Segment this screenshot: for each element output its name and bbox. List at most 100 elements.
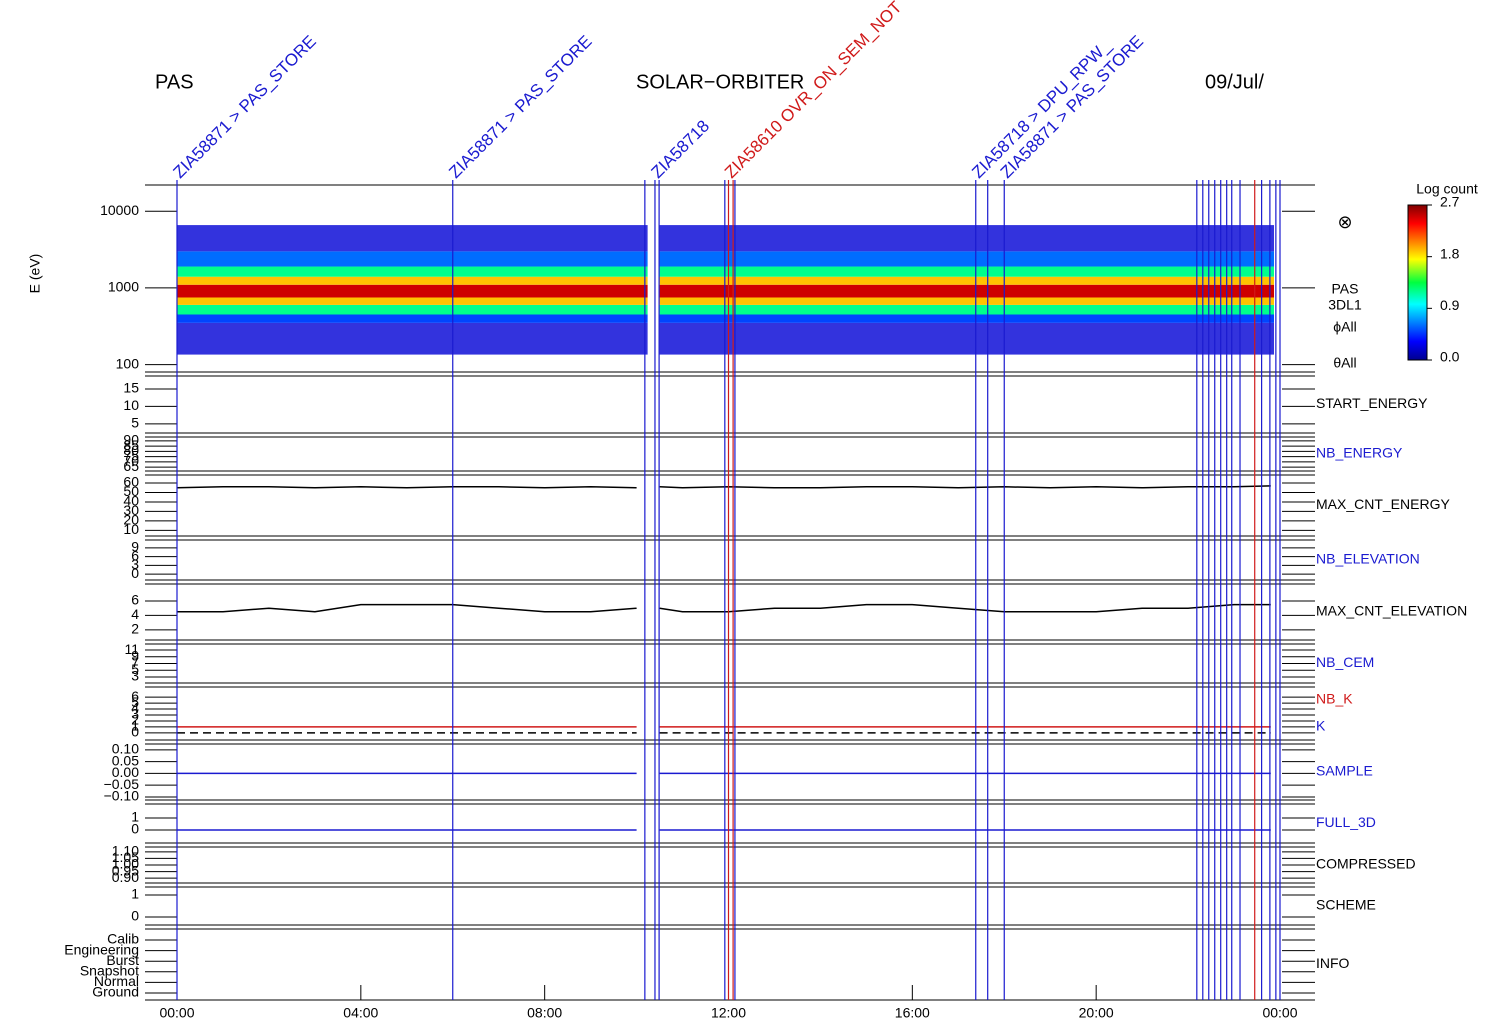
y-tick-label: Calib bbox=[107, 931, 139, 947]
colorbar-tick-label: 0.9 bbox=[1440, 297, 1460, 313]
y-tick-label: 1.00 bbox=[112, 856, 139, 872]
panel-label: START_ENERGY bbox=[1316, 395, 1428, 411]
y-tick-label: Normal bbox=[94, 973, 139, 989]
y-tick-label: 1 bbox=[131, 809, 139, 825]
y-tick-label: 0 bbox=[131, 565, 139, 581]
x-tick-label: 00:00 bbox=[159, 1005, 194, 1020]
x-tick-label: 12:00 bbox=[711, 1005, 746, 1020]
y-tick-label: 5 bbox=[131, 661, 139, 677]
date: 09/Jul/ bbox=[1205, 71, 1264, 93]
panel-label: PAS bbox=[1332, 281, 1359, 297]
panel-label: COMPRESSED bbox=[1316, 856, 1416, 872]
y-axis-title: E (eV) bbox=[27, 254, 43, 294]
y-tick-label: 50 bbox=[123, 483, 139, 499]
y-tick-label: Snapshot bbox=[80, 963, 139, 979]
y-tick-label: 75 bbox=[123, 447, 139, 463]
spectrogram-cell bbox=[177, 297, 648, 305]
y-tick-label: 15 bbox=[123, 380, 139, 396]
marker-symbol: ⊗ bbox=[1337, 212, 1352, 232]
spectrogram-cell bbox=[659, 297, 1275, 305]
y-tick-label: Burst bbox=[106, 952, 139, 968]
panel-label: MAX_CNT_ENERGY bbox=[1316, 496, 1450, 512]
spectrogram-cell bbox=[659, 266, 1275, 277]
y-tick-label: 0.05 bbox=[112, 752, 139, 768]
colorbar-tick-label: 0.0 bbox=[1440, 349, 1460, 365]
y-tick-label: 1.10 bbox=[112, 843, 139, 859]
panel-label: SAMPLE bbox=[1316, 763, 1373, 779]
x-tick-label: 04:00 bbox=[343, 1005, 378, 1020]
spectrogram-cell bbox=[177, 314, 648, 323]
y-tick-label: 6 bbox=[131, 547, 139, 563]
colorbar bbox=[1407, 204, 1428, 361]
y-tick-label: 1.05 bbox=[112, 849, 139, 865]
y-tick-label: 0 bbox=[131, 724, 139, 740]
y-tick-label: 10 bbox=[123, 397, 139, 413]
spectrogram-cell bbox=[659, 276, 1275, 285]
y-tick-label: 1 bbox=[131, 886, 139, 902]
x-tick-label: 00:00 bbox=[1262, 1005, 1297, 1020]
y-tick-label: 9 bbox=[131, 647, 139, 663]
y-tick-label: 80 bbox=[123, 442, 139, 458]
panel-label: NB_K bbox=[1316, 691, 1353, 707]
spectrogram-cell bbox=[659, 225, 1275, 252]
y-tick-label: 65 bbox=[123, 458, 139, 474]
spectrogram-cell bbox=[177, 251, 648, 267]
y-tick-label: 70 bbox=[123, 453, 139, 469]
line bbox=[177, 603, 1271, 613]
x-tick-label: 08:00 bbox=[527, 1005, 562, 1020]
colorbar-tick-label: 1.8 bbox=[1440, 245, 1460, 261]
y-tick-label: 3 bbox=[131, 706, 139, 722]
colorbar-title: Log count bbox=[1416, 181, 1478, 197]
y-tick-label: Ground bbox=[92, 984, 139, 1000]
y-tick-label: −0.05 bbox=[104, 776, 140, 792]
event-label: ZIA58718 bbox=[648, 116, 714, 182]
panel-label: INFO bbox=[1316, 955, 1350, 971]
y-tick-label: 60 bbox=[123, 474, 139, 490]
y-tick-label: 90 bbox=[123, 432, 139, 448]
y-tick-label: 0 bbox=[131, 821, 139, 837]
panel-label: MAX_CNT_ELEVATION bbox=[1316, 603, 1467, 619]
spectrogram-cell bbox=[177, 225, 648, 252]
y-tick-label: 10 bbox=[123, 521, 139, 537]
y-tick-label: 40 bbox=[123, 493, 139, 509]
colorbar-tick-label: 2.7 bbox=[1440, 194, 1460, 210]
y-tick-label: 4 bbox=[131, 606, 139, 622]
y-tick-label: 3 bbox=[131, 556, 139, 572]
y-tick-label: 10000 bbox=[100, 202, 139, 218]
y-tick-label: 7 bbox=[131, 654, 139, 670]
x-tick-label: 20:00 bbox=[1079, 1005, 1114, 1020]
y-tick-label: 6 bbox=[131, 592, 139, 608]
spectrogram-cell bbox=[177, 276, 648, 285]
y-tick-label: Engineering bbox=[64, 941, 139, 957]
spectrogram-cell bbox=[659, 314, 1275, 323]
event-label: ZIA58871 > PAS_STORE bbox=[170, 32, 320, 182]
y-tick-label: 20 bbox=[123, 512, 139, 528]
panel-label: NB_ENERGY bbox=[1316, 445, 1403, 461]
mission: SOLAR−ORBITER bbox=[636, 71, 804, 93]
y-tick-label: 1000 bbox=[108, 279, 139, 295]
y-tick-label: 0.10 bbox=[112, 741, 139, 757]
spectrogram-cell bbox=[659, 322, 1275, 355]
instrument: PAS bbox=[155, 71, 194, 93]
y-tick-label: 0.95 bbox=[112, 862, 139, 878]
panel-label: NB_CEM bbox=[1316, 654, 1374, 670]
y-tick-label: 6 bbox=[131, 688, 139, 704]
y-tick-label: 0 bbox=[131, 908, 139, 924]
spectrogram-cell bbox=[177, 266, 648, 277]
y-tick-label: 100 bbox=[116, 355, 140, 371]
panel-label: SCHEME bbox=[1316, 897, 1376, 913]
y-tick-label: 4 bbox=[131, 700, 139, 716]
y-tick-label: 2 bbox=[131, 621, 139, 637]
y-tick-label: 2 bbox=[131, 712, 139, 728]
panel-label: 3DL1 bbox=[1328, 297, 1362, 313]
panel-label: K bbox=[1316, 718, 1326, 734]
x-tick-label: 16:00 bbox=[895, 1005, 930, 1020]
spectrogram-cell bbox=[659, 304, 1275, 315]
y-tick-label: 11 bbox=[124, 641, 139, 657]
spectrogram-cell bbox=[177, 322, 648, 355]
spectrogram-cell bbox=[177, 304, 648, 315]
spectrogram-cell bbox=[659, 251, 1275, 267]
y-tick-label: 85 bbox=[123, 437, 139, 453]
y-tick-label: 30 bbox=[123, 502, 139, 518]
